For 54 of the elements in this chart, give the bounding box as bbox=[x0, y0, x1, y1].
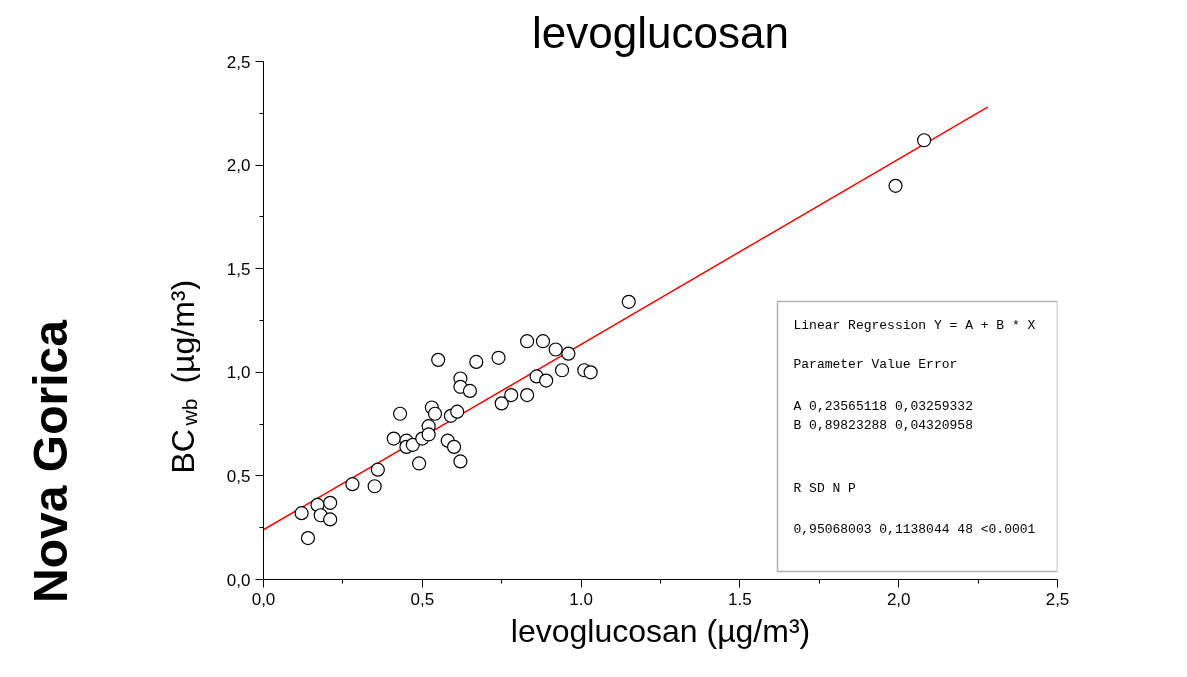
point bbox=[583, 365, 598, 380]
point bbox=[323, 512, 338, 527]
x-tick-label: 2,5 bbox=[1045, 589, 1070, 609]
point bbox=[621, 294, 636, 309]
y-tick-label: 0,0 bbox=[226, 570, 251, 590]
annotation: R SD N P bbox=[793, 481, 857, 496]
x-tick-label: 1.0 bbox=[569, 589, 593, 609]
point bbox=[453, 454, 468, 469]
y-axis-title: BCwb (µg/m³) bbox=[164, 279, 201, 474]
point bbox=[535, 334, 551, 349]
point bbox=[300, 530, 316, 546]
point bbox=[469, 354, 484, 370]
point bbox=[462, 383, 478, 399]
y-tick-label: 2,0 bbox=[226, 156, 251, 176]
annotation: Linear Regression Y = A + B * X bbox=[793, 318, 1036, 333]
point bbox=[539, 373, 554, 388]
y-tick-label: 1,5 bbox=[226, 259, 251, 279]
x-axis-title: levoglucosan (µg/m³) bbox=[510, 612, 811, 649]
point bbox=[494, 396, 509, 411]
point bbox=[554, 363, 570, 378]
point bbox=[888, 178, 903, 193]
point bbox=[917, 133, 932, 148]
point bbox=[367, 479, 382, 494]
point bbox=[370, 462, 385, 477]
point bbox=[561, 346, 576, 361]
point bbox=[504, 388, 519, 403]
x-tick-label: 0,0 bbox=[251, 589, 276, 609]
chart-title: levoglucosan bbox=[532, 7, 789, 57]
annotation: 0,95068003 0,1138044 48 <0.0001 bbox=[793, 522, 1036, 537]
x-tick-label: 1.5 bbox=[728, 589, 752, 609]
y-tick-label: 2,5 bbox=[226, 52, 251, 72]
point bbox=[446, 439, 462, 454]
point bbox=[412, 456, 427, 471]
annotation: Parameter Value Error bbox=[793, 357, 958, 372]
point bbox=[392, 406, 408, 421]
point bbox=[520, 388, 535, 403]
point bbox=[491, 350, 506, 365]
annotation: B 0,89823288 0,04320958 bbox=[793, 418, 973, 433]
point bbox=[421, 427, 436, 442]
point bbox=[548, 342, 563, 357]
point bbox=[431, 352, 446, 367]
annotation: A 0,23565118 0,03259332 bbox=[793, 399, 973, 414]
point bbox=[520, 334, 535, 349]
y-tick-label: 1,0 bbox=[226, 363, 251, 383]
point bbox=[294, 506, 309, 521]
y-tick-label: 0,5 bbox=[226, 466, 251, 486]
text: Nova Gorica bbox=[24, 319, 77, 603]
x-tick-label: 0,5 bbox=[410, 589, 435, 609]
point bbox=[450, 404, 465, 419]
point bbox=[345, 477, 360, 492]
point bbox=[386, 431, 401, 446]
point bbox=[427, 406, 443, 421]
x-tick-label: 2,0 bbox=[886, 589, 911, 609]
point bbox=[323, 495, 338, 510]
